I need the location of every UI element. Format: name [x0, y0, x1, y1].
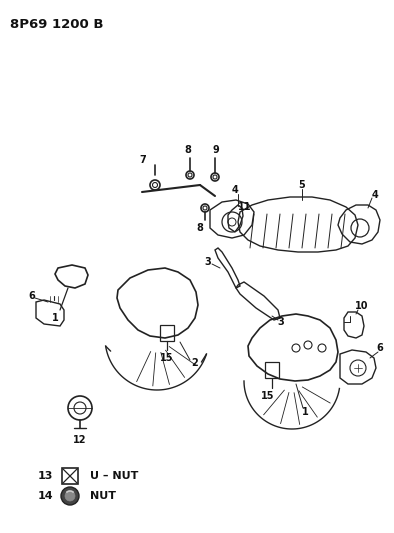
Text: 15: 15: [160, 353, 174, 363]
Text: 15: 15: [261, 391, 275, 401]
Text: 10: 10: [355, 301, 369, 311]
Text: 12: 12: [73, 435, 87, 445]
Text: 8: 8: [197, 223, 203, 233]
Text: 2: 2: [191, 358, 198, 368]
Bar: [62, 468, 78, 484]
Text: 6: 6: [377, 343, 383, 353]
Text: 3: 3: [278, 317, 284, 327]
Circle shape: [61, 487, 79, 505]
Text: 1: 1: [302, 407, 309, 417]
Text: 8: 8: [184, 145, 191, 155]
Bar: [265, 362, 279, 378]
Text: 11: 11: [238, 202, 252, 212]
Text: 1: 1: [52, 313, 58, 323]
Circle shape: [65, 491, 75, 501]
Text: U – NUT: U – NUT: [90, 471, 138, 481]
Text: NUT: NUT: [90, 491, 116, 501]
Text: 8P69 1200 B: 8P69 1200 B: [10, 18, 104, 31]
Text: 13: 13: [38, 471, 53, 481]
Text: 4: 4: [232, 185, 238, 195]
Text: 5: 5: [299, 180, 305, 190]
Text: 4: 4: [372, 190, 378, 200]
Text: 9: 9: [213, 145, 219, 155]
Text: 6: 6: [29, 291, 35, 301]
Bar: [160, 325, 174, 341]
Text: 7: 7: [139, 155, 147, 165]
Text: 14: 14: [38, 491, 54, 501]
Text: 3: 3: [204, 257, 211, 267]
